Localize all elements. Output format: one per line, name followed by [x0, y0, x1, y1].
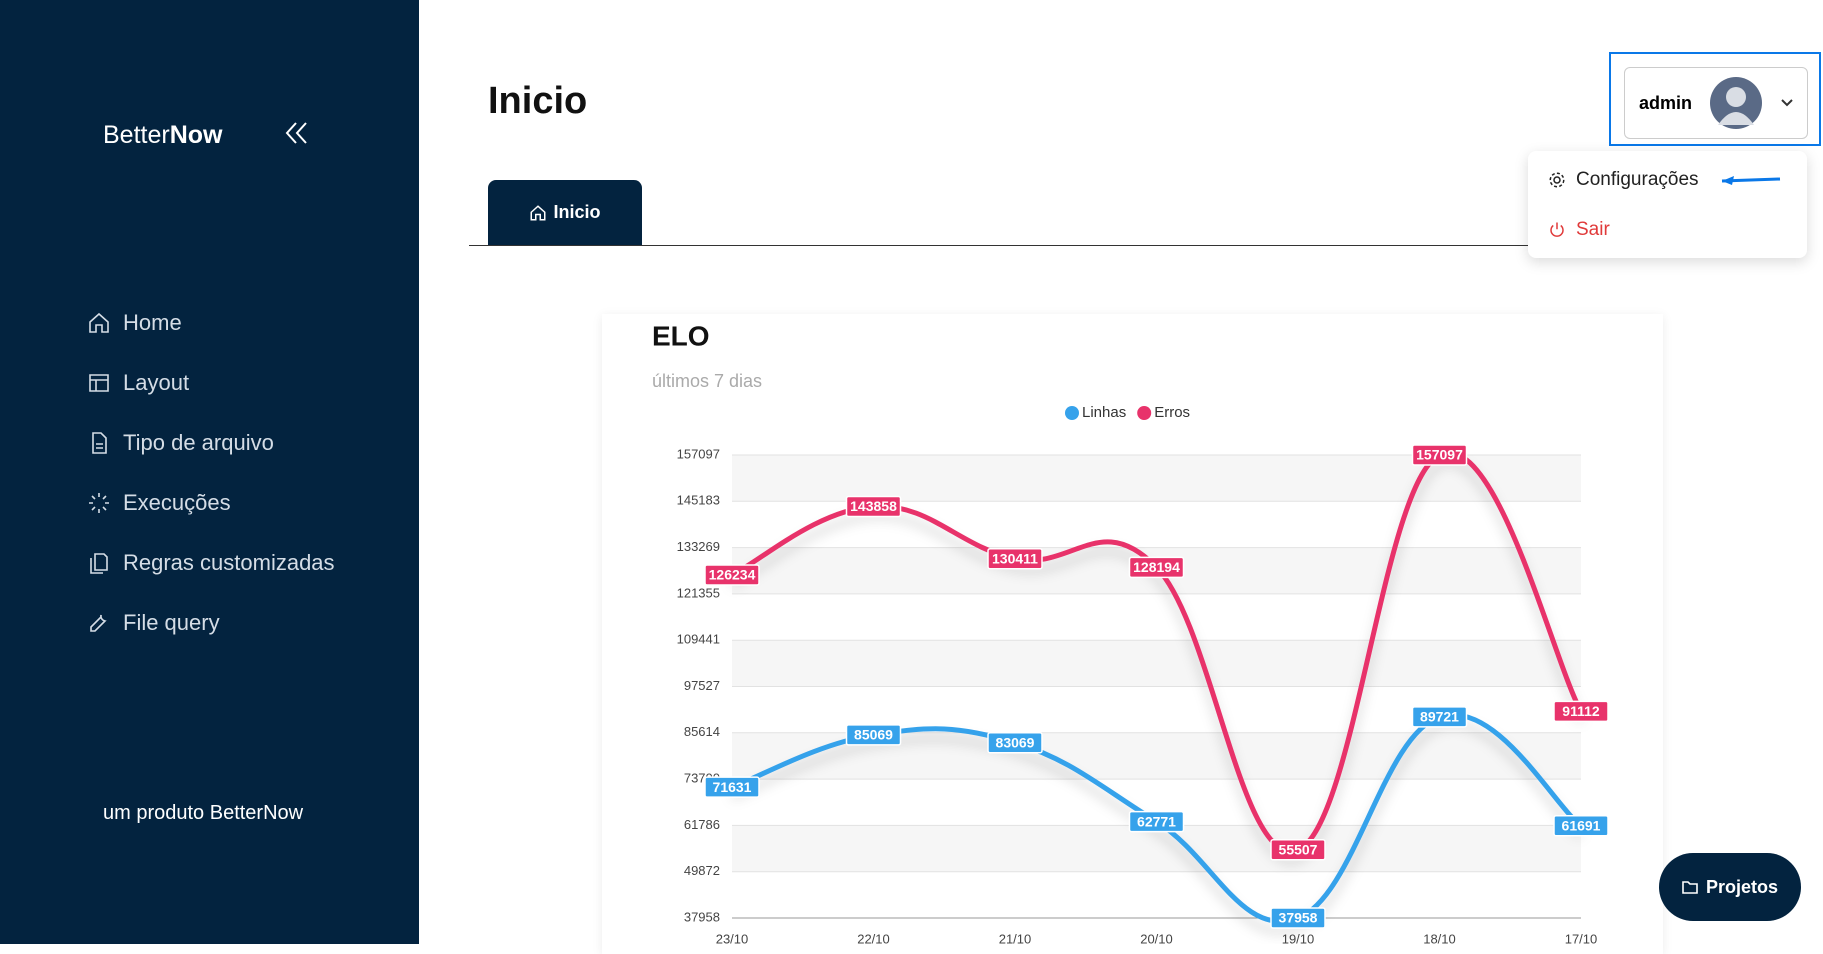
y-tick-label: 157097 [677, 446, 720, 461]
chart: ELO últimos 7 dias 379584987261786737008… [652, 320, 1609, 944]
brand-bold: Now [169, 121, 223, 149]
legend-swatch [1065, 406, 1079, 420]
y-tick-label: 49872 [684, 863, 720, 878]
brand: BetterNow [103, 121, 222, 150]
data-label-box [1553, 815, 1609, 837]
x-tick-label: 20/10 [1140, 931, 1173, 944]
tab-line [469, 245, 1529, 246]
tab-label: Inicio [553, 202, 601, 222]
data-label: 37958 [1279, 910, 1318, 926]
data-label: 61691 [1562, 817, 1601, 833]
nav-label: Tipo de arquivo [123, 430, 274, 455]
data-label-box [987, 731, 1043, 754]
button-label: Projetos [1705, 876, 1779, 897]
data-label: 85069 [854, 727, 893, 743]
tab[interactable]: Inicio [488, 180, 642, 245]
y-tick-label: 61786 [684, 817, 720, 832]
data-label: 55507 [1279, 842, 1318, 858]
data-label-box [1270, 907, 1326, 929]
data-label: 143858 [850, 498, 897, 514]
data-label-box [1553, 700, 1609, 723]
nav-item[interactable]: Regras customizadas [87, 550, 335, 576]
data-label-box [845, 495, 902, 518]
y-tick-label: 85614 [684, 724, 720, 739]
avatar [1710, 77, 1763, 129]
nav-label: File query [123, 610, 220, 635]
data-label-box [987, 547, 1043, 570]
nav-label: Home [123, 310, 182, 335]
dropdown: Configurações Sair [1528, 151, 1807, 258]
dropdown-item[interactable]: Sair [1548, 219, 1610, 241]
data-label: 89721 [1420, 709, 1459, 725]
collapse-button[interactable] [284, 120, 310, 146]
data-label-box [1270, 839, 1326, 861]
data-label: 157097 [1416, 447, 1463, 463]
nav-label: Layout [123, 370, 190, 395]
projects-button[interactable]: Projetos [1659, 853, 1801, 921]
data-label: 128194 [1133, 559, 1180, 575]
x-tick-label: 21/10 [999, 931, 1032, 944]
x-tick-label: 18/10 [1423, 931, 1456, 944]
data-label-box [845, 724, 902, 746]
data-label: 83069 [996, 734, 1035, 750]
x-tick-label: 17/10 [1565, 931, 1598, 944]
nav-item[interactable]: Execuções [87, 490, 231, 516]
y-tick-label: 133269 [677, 539, 720, 554]
item-label: Sair [1576, 219, 1610, 240]
y-tick-label: 121355 [677, 585, 720, 600]
brand-light: Better [103, 121, 170, 149]
chart-subtitle: últimos 7 dias [652, 371, 762, 391]
item-label: Configurações [1576, 169, 1699, 190]
nav-item[interactable]: File query [87, 610, 220, 636]
data-label-box [704, 776, 760, 798]
nav-label: Execuções [123, 490, 231, 515]
legend-label: Erros [1154, 404, 1190, 421]
y-tick-label: 37958 [684, 909, 720, 924]
data-label: 71631 [713, 779, 752, 795]
legend-swatch [1137, 406, 1152, 420]
user-highlight [1609, 52, 1821, 146]
sidebar: BetterNow Home Layout Tipo de arquivo Execu… [0, 0, 419, 944]
data-label-box [1411, 444, 1468, 466]
nav-item[interactable]: Layout [87, 370, 189, 396]
nav-item[interactable]: Tipo de arquivo [87, 430, 274, 456]
chart-title: ELO [652, 320, 710, 351]
data-label-box [704, 564, 760, 586]
footer-text: um produto BetterNow [103, 802, 304, 824]
data-label: 130411 [992, 550, 1038, 566]
grid-band [732, 825, 1581, 872]
x-tick-label: 22/10 [857, 931, 890, 944]
y-tick-label: 145183 [677, 493, 720, 508]
dropdown-item[interactable]: Configurações [1548, 169, 1699, 191]
x-tick-label: 19/10 [1282, 931, 1315, 944]
data-label: 62771 [1137, 813, 1176, 829]
nav-item[interactable]: Home [87, 310, 182, 336]
page-title: Inicio [488, 80, 588, 122]
x-tick-label: 23/10 [716, 931, 749, 944]
data-label-box [1411, 706, 1468, 728]
data-label: 91112 [1562, 703, 1600, 719]
data-label-box [1128, 810, 1185, 833]
data-label-box [1128, 556, 1185, 579]
nav-label: Regras customizadas [123, 550, 335, 575]
y-tick-label: 109441 [677, 632, 720, 647]
grid-band [732, 640, 1581, 687]
user-menu[interactable]: admin [1624, 67, 1808, 139]
legend-label: Linhas [1082, 404, 1126, 421]
data-label: 126234 [709, 567, 756, 583]
y-tick-label: 97527 [684, 678, 720, 693]
user-name: admin [1639, 92, 1693, 113]
